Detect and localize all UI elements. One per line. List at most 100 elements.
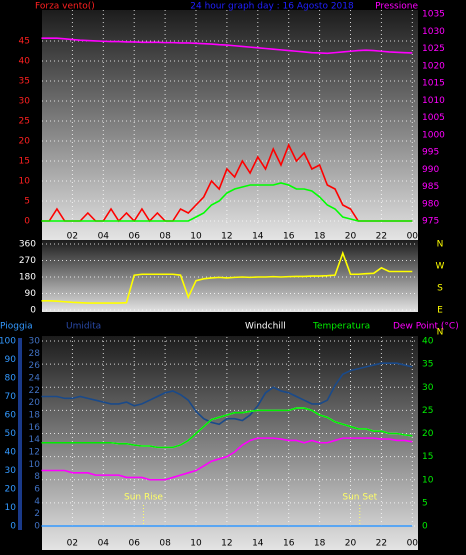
y2-tick-label: 1020 [422,61,445,71]
y2-tick-label: 1005 [422,113,445,123]
y3-tick-label: 0 [34,522,40,532]
x-tick-label: 06 [128,539,140,549]
y-tick-label: 90 [5,355,17,365]
y2-tick-label: 1015 [422,79,445,89]
legend-label: Pioggia [0,322,33,332]
y-tick-label: 60 [5,411,17,421]
y3-tick-label: 10 [29,460,41,470]
left-axis-label: Forza vento() [35,2,95,12]
y2-tick-label: 15 [422,452,433,462]
series-line [41,182,413,222]
x-tick-label: 08 [159,232,171,242]
y3-tick-label: 30 [29,337,41,347]
y-tick-label: 360 [19,240,36,250]
y-tick-label: 10 [5,503,17,513]
y2-tick-label: 1000 [422,130,445,140]
x-tick-label: 02 [67,539,78,549]
y2-tick-label: 10 [422,475,434,485]
series-line [41,250,413,304]
series-line [41,437,413,481]
y-tick-label: 50 [5,429,17,439]
y2-tick-label: 990 [422,165,439,175]
y-tick-label: 45 [19,37,30,47]
y2-tick-label: 1030 [422,27,445,37]
y2-tick-label: 1025 [422,44,445,54]
y-tick-label: 10 [19,177,31,187]
y-tick-label: 30 [19,97,31,107]
x-tick-label: 10 [190,232,202,242]
series-line [41,37,413,55]
legend-label: Dew Point (°C) [393,322,459,332]
y3-tick-label: 14 [29,435,41,445]
compass-label: W [436,262,445,272]
x-tick-label: 04 [98,539,110,549]
y-tick-label: 0 [24,217,30,227]
y2-tick-label: 40 [422,337,434,347]
right-axis-label: Pressione [375,2,418,12]
y2-tick-label: 25 [422,406,433,416]
compass-label: S [437,284,443,294]
y3-tick-label: 8 [34,472,40,482]
x-tick-label: 14 [252,539,264,549]
chart-title: 24 hour graph day : 16 Agosto 2018 [190,2,354,12]
y2-tick-label: 985 [422,182,439,192]
x-tick-label: 00 [407,539,419,549]
x-tick-label: 20 [345,232,357,242]
x-tick-label: 12 [221,539,232,549]
x-tick-label: 02 [67,232,78,242]
annotation-label: Sun Rise [124,493,163,503]
y3-tick-label: 18 [29,411,41,421]
y3-tick-label: 6 [34,485,40,495]
x-tick-label: 12 [221,232,232,242]
x-tick-label: 00 [407,232,419,242]
compass-label: E [437,306,443,316]
x-tick-label: 18 [314,232,326,242]
compass-label: N [437,328,444,338]
y3-tick-label: 22 [29,386,40,396]
x-tick-label: 04 [98,232,110,242]
x-tick-label: 08 [159,539,171,549]
y-tick-label: 20 [19,137,31,147]
y-tick-label: 30 [5,466,17,476]
y-tick-label: 100 [0,337,16,347]
y-tick-label: 25 [19,117,30,127]
y3-tick-label: 20 [29,398,41,408]
y3-tick-label: 2 [34,509,40,519]
y3-tick-label: 4 [34,497,40,507]
y2-tick-label: 975 [422,217,439,227]
y-tick-label: 5 [24,197,30,207]
series-line [41,407,413,449]
y2-tick-label: 5 [422,498,428,508]
annotation-label: Sun Set [342,493,377,503]
x-tick-label: 06 [128,232,140,242]
y-tick-label: 270 [19,256,36,266]
y2-tick-label: 995 [422,148,439,158]
y3-tick-label: 26 [29,361,41,371]
x-tick-label: 14 [252,232,264,242]
y-tick-label: 40 [5,448,17,458]
plot-area [42,240,418,312]
legend-label: Temperatura [312,322,370,332]
x-tick-label: 10 [190,539,202,549]
y-tick-label: 0 [30,306,36,316]
x-tick-label: 22 [376,539,387,549]
y2-tick-label: 980 [422,199,439,209]
y2-tick-label: 30 [422,383,434,393]
y-tick-label: 80 [5,374,17,384]
x-tick-label: 20 [345,539,357,549]
y-tick-label: 15 [19,157,30,167]
y-tick-label: 180 [19,273,36,283]
x-tick-label: 18 [314,539,326,549]
x-tick-label: 22 [376,232,387,242]
y2-tick-label: 35 [422,360,433,370]
y2-tick-label: 20 [422,429,434,439]
plot-area [42,10,418,240]
y3-tick-label: 12 [29,448,40,458]
y3-tick-label: 28 [29,349,41,359]
legend-label: Windchill [245,322,286,332]
rain-axis-bar [18,338,22,530]
y2-tick-label: 1010 [422,96,445,106]
y3-tick-label: 24 [29,374,41,384]
y-tick-label: 20 [5,485,17,495]
